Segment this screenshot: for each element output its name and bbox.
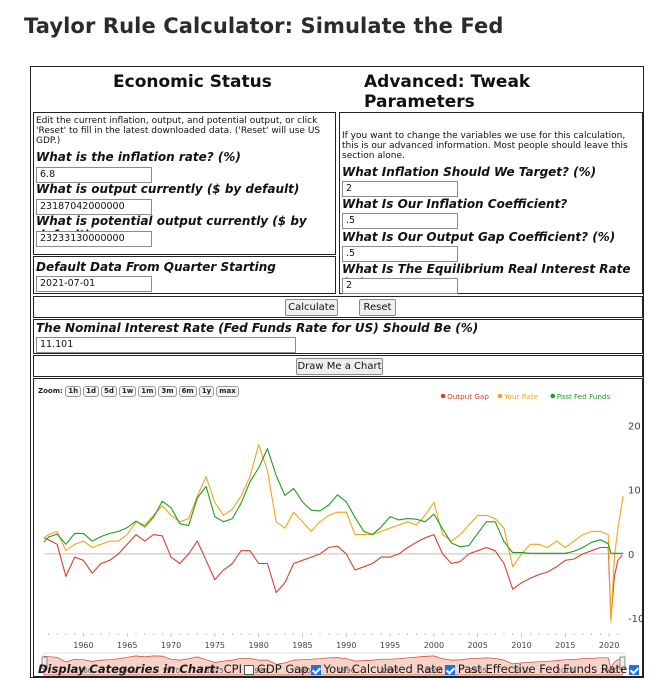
x-tick-1970: 1970 <box>161 641 181 650</box>
x-tick-1995: 1995 <box>380 641 400 650</box>
default-data-panel: Default Data From Quarter Starting 2021-… <box>33 256 336 294</box>
reset-button[interactable]: Reset <box>359 299 396 316</box>
output-gap-coefficient-label: What Is Our Output Gap Coefficient? (%) <box>342 230 616 244</box>
y-tick-0: 0 <box>628 550 634 561</box>
nav-tick-1995: 1995 <box>381 667 399 675</box>
zoom-button-3m[interactable]: 3m <box>158 386 177 397</box>
zoom-button-max[interactable]: max <box>216 386 239 397</box>
zoom-button-6m[interactable]: 6m <box>178 386 197 397</box>
economic-status-heading: Economic Status <box>113 72 272 92</box>
zoom-button-1d[interactable]: 1d <box>83 386 99 397</box>
inflation-label: What is the inflation rate? (%) <box>36 150 241 164</box>
output-label: What is output currently ($ by default) <box>36 182 300 196</box>
y-tick--10: -10 <box>628 614 642 625</box>
draw-chart-row: Draw Me a Chart <box>33 355 643 377</box>
category-label-cpi: CPI <box>223 662 242 676</box>
page-title: Taylor Rule Calculator: Simulate the Fed <box>24 14 504 38</box>
result-label: The Nominal Interest Rate (Fed Funds Rat… <box>36 321 479 335</box>
nav-tick-1990: 1990 <box>337 667 355 675</box>
category-label-your-calculated-rate: Your Calculated Rate <box>323 662 443 676</box>
inflation-input[interactable]: 6.8 <box>36 167 152 183</box>
x-tick-1965: 1965 <box>117 641 137 650</box>
inflation-target-input[interactable]: 2 <box>342 181 458 197</box>
economic-status-intro: Edit the current inflation, output, and … <box>36 116 321 146</box>
x-tick-1980: 1980 <box>248 641 268 650</box>
zoom-buttons: 1h 1d 5d 1w 1m 3m 6m 1y max <box>65 386 240 397</box>
category-checkbox-gdp-gap[interactable] <box>310 664 321 675</box>
x-tick-2000: 2000 <box>424 641 444 650</box>
x-tick-1960: 1960 <box>73 641 93 650</box>
calculate-button[interactable]: Calculate <box>285 299 338 316</box>
x-tick-1990: 1990 <box>336 641 356 650</box>
action-row: Calculate Reset <box>33 296 643 318</box>
navigator-handle-left <box>41 656 48 670</box>
zoom-button-1y[interactable]: 1y <box>198 386 215 397</box>
nav-tick-2015: 2015 <box>556 667 574 675</box>
output-input[interactable]: 23187042000000 <box>36 199 152 215</box>
nav-tick-1980: 1980 <box>250 667 268 675</box>
category-label-past-effective-fed-funds-rate: Past Effective Fed Funds Rate <box>457 662 628 676</box>
default-data-label: Default Data From Quarter Starting <box>36 260 276 274</box>
chart-panel: Zoom: 1h 1d 5d 1w 1m 3m 6m 1y max 20 10 0 -10 Past F… <box>33 378 643 677</box>
legend-dot-output-gap <box>440 393 446 399</box>
zoom-button-1h[interactable]: 1h <box>65 386 82 397</box>
display-categories: Display Categories in Chart: CPI GDP Gap Y… <box>38 662 642 676</box>
x-tick-2010: 2010 <box>511 641 531 650</box>
category-checkbox-your-calculated-rate[interactable] <box>444 664 455 675</box>
series-output-gap <box>43 534 623 619</box>
result-output[interactable]: 11.101 <box>36 337 296 353</box>
draw-chart-button[interactable]: Draw Me a Chart <box>296 358 383 375</box>
display-categories-label: Display Categories in Chart: <box>38 662 220 676</box>
nav-tick-1970: 1970 <box>162 667 180 675</box>
category-checkbox-cpi[interactable] <box>243 664 254 675</box>
legend-dot-your-rate <box>497 393 503 399</box>
zoom-bar: Zoom: 1h 1d 5d 1w 1m 3m 6m 1y max <box>38 386 241 397</box>
series-your-rate <box>43 444 624 622</box>
real-rate-input[interactable]: 2 <box>342 278 458 294</box>
zoom-button-5d[interactable]: 5d <box>100 386 117 397</box>
nav-tick-1985: 1985 <box>294 667 312 675</box>
nav-tick-1960: 1960 <box>75 667 93 675</box>
x-tick-2015: 2015 <box>555 641 575 650</box>
advanced-intro: If you want to change the variables we u… <box>342 131 628 161</box>
nav-tick-2005: 2005 <box>469 667 487 675</box>
x-tick-1985: 1985 <box>292 641 312 650</box>
advanced-panel: If you want to change the variables we u… <box>339 112 643 294</box>
y-tick-20: 20 <box>628 421 641 432</box>
output-gap-coefficient-input[interactable]: .5 <box>342 246 458 262</box>
zoom-button-1w[interactable]: 1w <box>118 386 137 397</box>
category-checkbox-past-effective-fed-funds-rate[interactable] <box>629 664 640 675</box>
nav-tick-1975: 1975 <box>206 667 224 675</box>
navigator-series <box>43 655 623 676</box>
navigator-handle-right <box>619 656 626 670</box>
nav-tick-1965: 1965 <box>118 667 136 675</box>
inflation-coefficient-input[interactable]: .5 <box>342 213 458 229</box>
legend-output-gap: Output Gap <box>447 392 489 401</box>
y-tick-10: 10 <box>628 486 641 497</box>
result-panel: The Nominal Interest Rate (Fed Funds Rat… <box>33 319 643 354</box>
default-data-input[interactable]: 2021-07-01 <box>36 276 152 292</box>
inflation-target-label: What Inflation Should We Target? (%) <box>342 165 597 179</box>
calculator-frame: Economic Status Advanced: Tweak Paramete… <box>30 66 644 678</box>
legend-your-rate: Your Rate <box>503 392 539 401</box>
nav-tick-2010: 2010 <box>513 667 531 675</box>
economic-status-panel: Edit the current inflation, output, and … <box>33 112 336 255</box>
potential-output-input[interactable]: 23233130000000 <box>36 231 152 247</box>
legend-dot-past-fed-funds <box>550 393 556 399</box>
category-label-gdp-gap: GDP Gap <box>256 662 309 676</box>
x-tick-2020: 2020 <box>599 641 619 650</box>
inflation-coefficient-label: What Is Our Inflation Coefficient? <box>342 197 568 211</box>
series-past-fed-funds <box>43 448 624 554</box>
zoom-button-1m[interactable]: 1m <box>138 386 157 397</box>
zoom-label: Zoom: <box>38 387 63 395</box>
advanced-heading: Advanced: Tweak Parameters <box>364 72 531 112</box>
x-tick-1975: 1975 <box>205 641 225 650</box>
nav-tick-2000: 2000 <box>425 667 443 675</box>
nav-tick-2020: 2020 <box>600 667 618 675</box>
legend-past-fed-funds: Past Fed Funds <box>557 392 611 401</box>
x-tick-2005: 2005 <box>468 641 488 650</box>
